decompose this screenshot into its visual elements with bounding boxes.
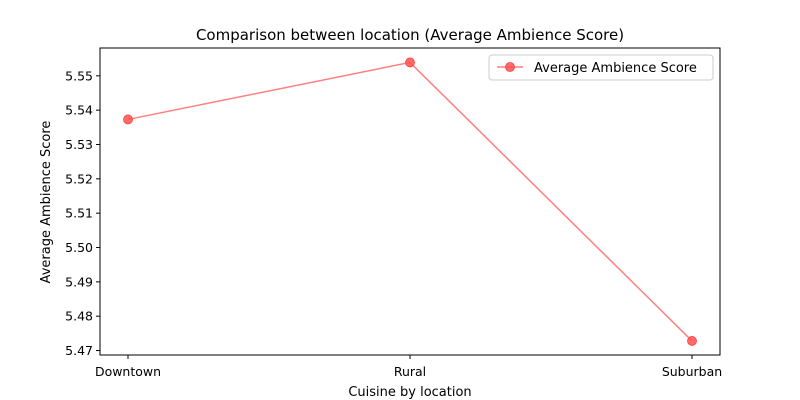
data-point <box>405 57 415 68</box>
y-tick-label: 5.52 <box>65 171 93 186</box>
legend: Average Ambience Score <box>488 54 714 81</box>
y-tick-label: 5.53 <box>65 137 93 152</box>
y-axis-label: Average Ambience Score <box>39 121 54 284</box>
x-tick-label: Downtown <box>95 364 161 379</box>
y-tick-label: 5.47 <box>65 343 93 358</box>
plot-area <box>99 47 721 356</box>
legend-box <box>488 54 714 81</box>
y-tick-label: 5.50 <box>65 240 93 255</box>
data-point <box>687 336 697 346</box>
x-tick-label: Suburban <box>662 364 722 379</box>
series-layer <box>123 57 697 346</box>
y-tick-label: 5.49 <box>65 274 93 289</box>
x-axis: Downtown Rural Suburban <box>95 355 722 379</box>
x-axis-label: Cuisine by location <box>348 385 471 400</box>
x-tick-label: Rural <box>394 364 426 379</box>
chart-title: Comparison between location (Average Amb… <box>196 26 624 44</box>
y-axis: 5.47 5.48 5.49 5.50 5.51 5.52 5.53 5.54 5.55 <box>65 68 100 358</box>
y-tick-label: 5.54 <box>65 103 93 118</box>
legend-marker-icon <box>505 62 515 72</box>
y-tick-label: 5.51 <box>65 206 93 221</box>
y-tick-label: 5.55 <box>65 68 93 83</box>
data-point <box>123 114 133 125</box>
legend-label: Average Ambience Score <box>534 61 697 76</box>
series-line <box>127 61 693 342</box>
y-tick-label: 5.48 <box>65 309 93 324</box>
